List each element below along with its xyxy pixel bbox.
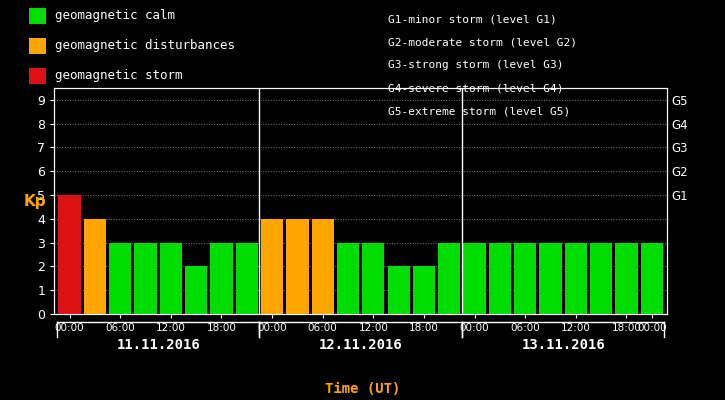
Bar [261, 219, 283, 314]
Bar [438, 243, 460, 314]
Bar [337, 243, 359, 314]
Bar [489, 243, 511, 314]
Text: 11.11.2016: 11.11.2016 [116, 338, 200, 352]
Bar [59, 195, 80, 314]
Bar [109, 243, 131, 314]
Text: 13.11.2016: 13.11.2016 [521, 338, 605, 352]
Bar [590, 243, 613, 314]
Bar [210, 243, 233, 314]
Bar [312, 219, 334, 314]
Y-axis label: Kp: Kp [23, 194, 46, 208]
Text: G4-severe storm (level G4): G4-severe storm (level G4) [388, 84, 563, 94]
Text: G3-strong storm (level G3): G3-strong storm (level G3) [388, 60, 563, 70]
Bar [134, 243, 157, 314]
Text: geomagnetic disturbances: geomagnetic disturbances [55, 40, 235, 52]
Text: 12.11.2016: 12.11.2016 [319, 338, 402, 352]
Bar [236, 243, 258, 314]
Text: G1-minor storm (level G1): G1-minor storm (level G1) [388, 14, 557, 24]
Text: G2-moderate storm (level G2): G2-moderate storm (level G2) [388, 37, 577, 47]
Text: geomagnetic calm: geomagnetic calm [55, 10, 175, 22]
Bar [463, 243, 486, 314]
Bar [616, 243, 637, 314]
Bar [286, 219, 309, 314]
Bar [362, 243, 384, 314]
Bar [413, 266, 435, 314]
Bar [185, 266, 207, 314]
Bar [539, 243, 562, 314]
Bar [641, 243, 663, 314]
Text: G5-extreme storm (level G5): G5-extreme storm (level G5) [388, 107, 570, 117]
Bar [160, 243, 182, 314]
Bar [565, 243, 587, 314]
Bar [84, 219, 106, 314]
Text: geomagnetic storm: geomagnetic storm [55, 70, 183, 82]
Bar [514, 243, 536, 314]
Bar [388, 266, 410, 314]
Text: Time (UT): Time (UT) [325, 382, 400, 396]
